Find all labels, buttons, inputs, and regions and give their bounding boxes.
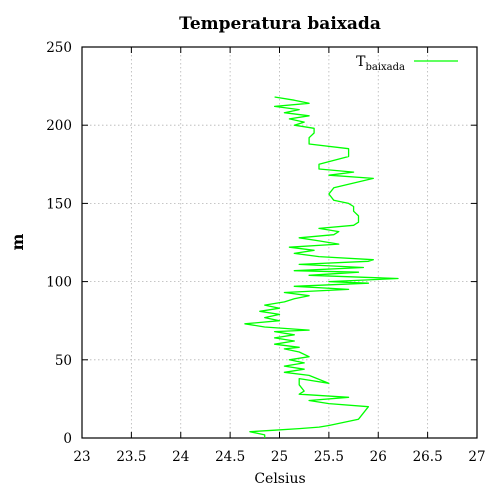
y-tick-label: 150 bbox=[46, 196, 72, 212]
x-tick-label: 27 bbox=[468, 449, 485, 465]
x-tick-label: 25 bbox=[271, 449, 288, 465]
y-tick-label: 250 bbox=[46, 40, 72, 56]
y-tick-label: 0 bbox=[63, 431, 72, 447]
grid bbox=[82, 47, 477, 438]
y-tick-label: 50 bbox=[55, 353, 72, 369]
x-axis-label: Celsius bbox=[254, 471, 305, 487]
x-tick-label: 26 bbox=[370, 449, 387, 465]
x-tick-label: 24.5 bbox=[215, 449, 245, 465]
series-line-tbaixada bbox=[244, 96, 399, 438]
legend-label: Tbaixada bbox=[356, 54, 405, 73]
x-tick-label: 24 bbox=[172, 449, 189, 465]
x-tick-label: 23 bbox=[73, 449, 90, 465]
legend-label-subscript: baixada bbox=[365, 62, 405, 73]
legend: Tbaixada bbox=[356, 54, 458, 73]
legend-label-main: T bbox=[356, 54, 366, 70]
y-axis-label: m bbox=[8, 233, 27, 250]
x-tick-label: 26.5 bbox=[413, 449, 443, 465]
x-tick-label: 23.5 bbox=[116, 449, 146, 465]
y-tick-label: 100 bbox=[46, 275, 72, 291]
chart-title: Temperatura baixada bbox=[179, 14, 381, 34]
y-tick-label: 200 bbox=[46, 118, 72, 134]
series-layer bbox=[244, 96, 399, 438]
x-tick-label: 25.5 bbox=[314, 449, 344, 465]
axis-ticks: 23 23.5 24 24.5 25 25.5 26 26.5 27 0 50 100 150 200 25… bbox=[46, 40, 485, 465]
